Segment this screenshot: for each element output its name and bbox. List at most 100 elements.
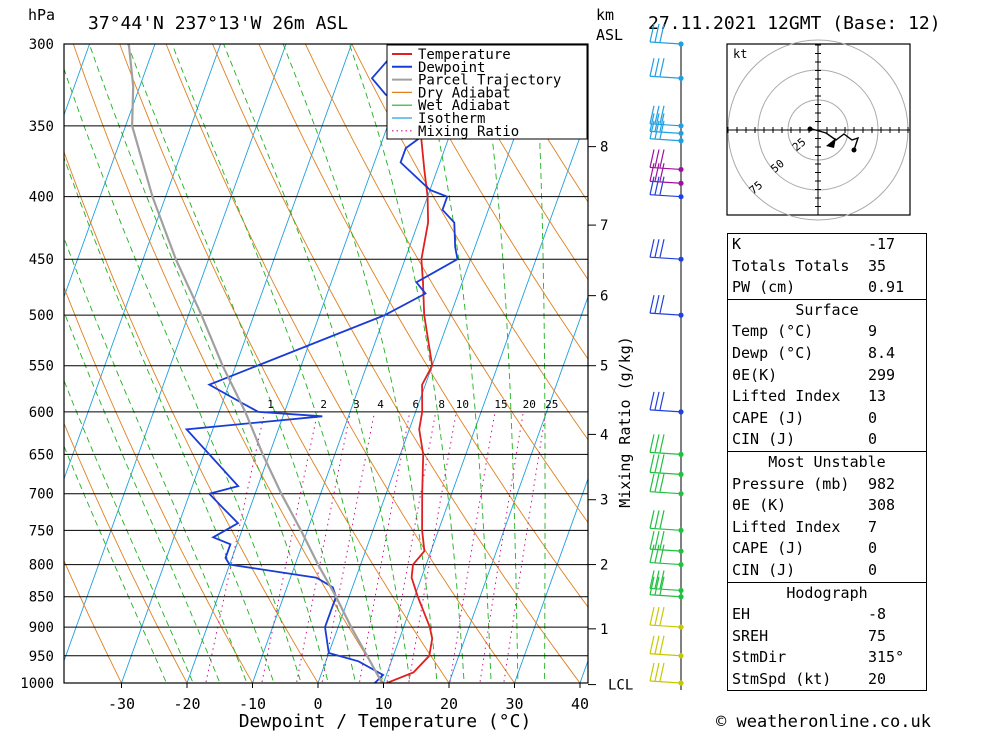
plot-frame [63,43,589,684]
wind-barb-flag [654,473,660,492]
wind-barb-flag [659,120,665,139]
hodograph-start-dot [807,126,813,132]
isotherm-line [514,477,588,683]
index-label: Lifted Index [732,387,841,406]
index-row: θE(K) 299 [728,365,926,387]
isotherm-line [64,44,287,663]
mixing-ratio-label: 2 [320,398,327,411]
wind-barb [649,138,682,142]
wet-adiabat-line [64,444,167,683]
index-row: Lifted Index 7 [728,517,926,539]
temperature-series [384,44,434,683]
wind-barb-flag [659,149,665,168]
index-row: EH -8 [728,604,926,626]
wind-barb [649,594,682,598]
mixing-ratio-line [295,411,351,683]
hpa-label: hPa [28,6,55,24]
mixing-ratio-label: 20 [523,398,536,411]
isotherm-line [448,295,588,683]
index-value: 0 [868,560,878,579]
mixing-ratio-line [386,411,437,683]
location-title: 37°44'N 237°13'W 26m ASL [88,13,348,34]
wind-barb-flag [654,176,660,195]
wind-barb-flag [649,510,655,529]
pressure-tick-label: 950 [29,649,54,665]
wind-barb-flag [654,544,660,563]
wind-barb-flag [659,510,665,529]
km-tick-label: 1 [600,622,608,638]
wind-level-dot [678,624,684,630]
index-row: SREH 75 [728,626,926,648]
wind-barb-flag [659,454,665,473]
wind-barb [649,451,682,455]
index-value: 0 [868,408,878,427]
index-value: 0 [868,539,878,558]
km-label: km [596,6,614,24]
index-row: CIN (J) 0 [728,560,926,582]
wind-barb-flag [649,105,655,124]
wind-barb-flag [659,570,665,589]
dry-adiabat-line [351,44,588,441]
wind-barb-flag [654,662,660,682]
dry-adiabat-line [397,44,588,360]
index-value: -8 [868,605,887,624]
index-label: θE(K) [732,365,778,384]
mixing-ratio-label: 25 [545,398,558,411]
wind-barb-flag [654,570,660,589]
wind-barb-flag [654,606,660,626]
temperature-tick-label: -30 [108,695,135,713]
mixing-ratio-label: 15 [494,398,507,411]
temperature-tick-label: -20 [173,695,200,713]
index-value: 0 [868,430,878,449]
pressure-tick-label: 850 [29,590,54,606]
wind-level-dot [678,548,684,554]
mixing-ratio-line [479,411,524,683]
wind-barb [649,194,682,198]
wind-barb-flag [659,606,665,626]
km-tick-label: 5 [600,359,608,375]
pressure-tick-labels: 300 350 400 450 500 550 600 650 700 750 800 850 900 9… [20,37,54,692]
wind-barb-flag [649,570,655,589]
index-label: θE (K) [732,496,787,515]
index-value: 982 [868,474,896,493]
temperature-tick-label: 40 [571,695,589,713]
surface-title: Surface [795,300,859,319]
index-row: CAPE (J) 0 [728,408,926,430]
pressure-tick-label: 500 [29,308,54,324]
index-label: CIN (J) [732,430,796,449]
wind-barb-flag [659,544,665,563]
temperature-tick-labels: -30 -20 -10 0 10 20 30 40 [108,683,589,713]
wind-barb [649,491,682,495]
index-row: Pressure (mb) 982 [728,474,926,496]
wind-barb-flag [659,576,665,595]
pressure-tick-label: 1000 [20,676,54,692]
wind-barb [649,561,682,566]
index-label: SREH [732,626,769,645]
index-value: 20 [868,669,887,688]
mixing-ratio-axis-title: Mixing Ratio (g/kg) [616,336,634,508]
wind-barb-flag [659,473,665,492]
index-row: StmDir 315° [728,647,926,669]
wind-barb-flag [649,23,655,43]
index-value: 75 [868,626,887,645]
legend-entry: Temperature [418,47,511,63]
index-value: 7 [868,517,878,536]
wind-barb-flag [659,434,665,453]
hodograph-end-dot [851,147,857,153]
pressure-tick-label: 750 [29,523,54,539]
index-label: CIN (J) [732,560,796,579]
wind-barb-flag [649,434,655,453]
index-value: 315° [868,648,905,667]
wind-barb [649,680,682,684]
parcel-trajectory-series [127,44,384,683]
wet-adiabat-line [88,44,329,683]
dry-adiabat-line [72,44,385,683]
wind-barb [649,180,682,184]
dry-adiabat-line [490,44,588,203]
index-value: 8.4 [868,343,896,362]
index-label: StmSpd (kt) [732,669,832,688]
wind-barb-flag [654,434,660,453]
wind-barb-flag [659,176,665,195]
index-value: 9 [868,322,878,341]
wind-barb [649,41,682,45]
